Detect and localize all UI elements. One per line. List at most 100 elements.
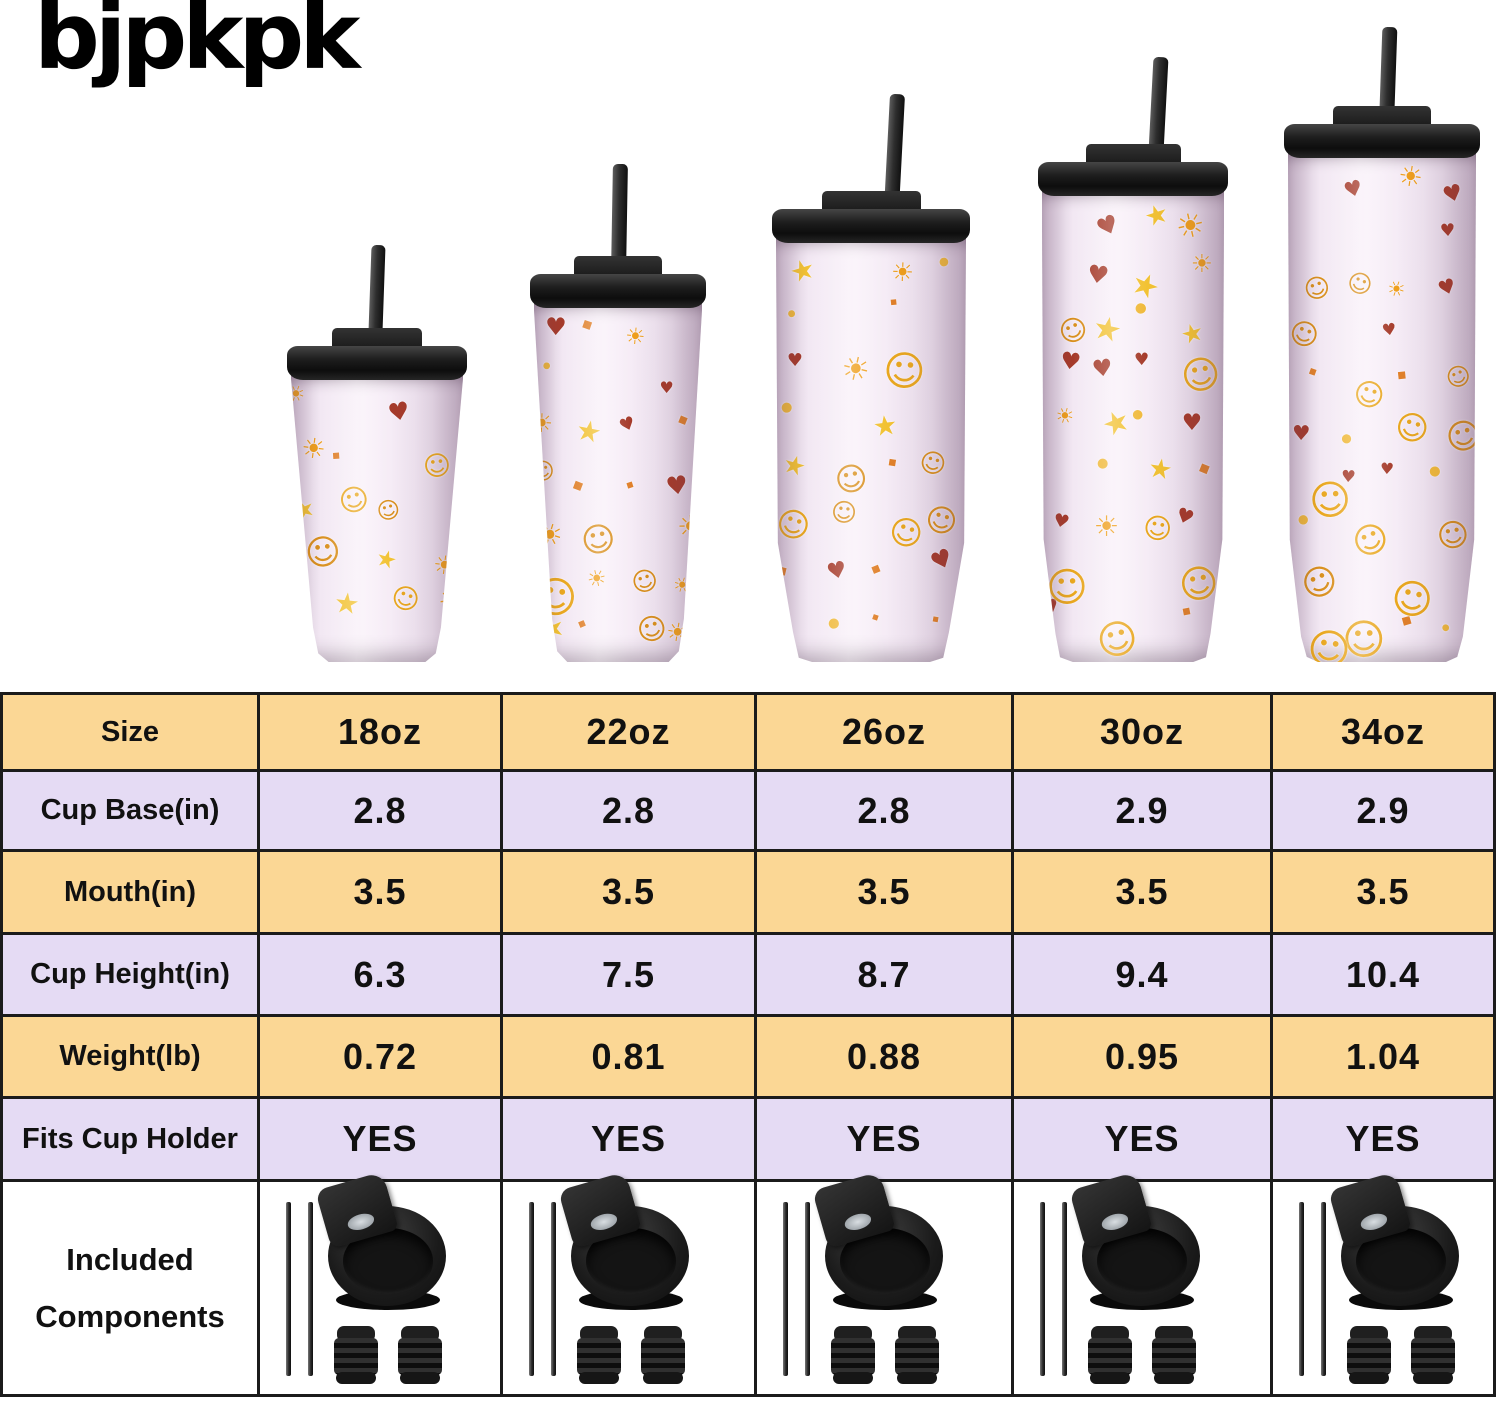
pattern-sticker-icon: ☀	[290, 379, 311, 409]
pattern-sticker-icon: ▪	[623, 477, 635, 492]
pattern-sticker-icon: ♥	[1058, 346, 1083, 376]
components-cell	[500, 1171, 757, 1397]
lid	[772, 209, 970, 243]
pattern-sticker-icon: ☺	[386, 579, 425, 619]
table-row-included-components: Included Components	[0, 1171, 1496, 1397]
pattern-sticker-icon: ☀	[583, 564, 610, 595]
pattern-sticker-icon: ★	[870, 409, 899, 444]
flip-lid-icon	[1328, 1171, 1465, 1322]
spec-cell: YES	[754, 1096, 1014, 1182]
spec-cell: YES	[257, 1096, 503, 1182]
pattern-sticker-icon: ☺	[881, 345, 927, 396]
tumbler-26oz: ▪ ▪ ● ♥ ▪ ♥ ▪ ☺ ☺ ☺ ☺ ☺ ▪ ☺ ★ ★ ● ☺ ☀ ♥ ▪ ● ● ☀ ★	[772, 90, 970, 662]
spec-cell: 1.04	[1270, 1014, 1496, 1099]
pattern-sticker-icon: ▪	[579, 313, 596, 334]
spec-cell: 3.5	[1011, 849, 1273, 935]
metal-straw-icon	[551, 1202, 556, 1376]
spec-cell: 2.9	[1011, 769, 1273, 852]
tumbler-22oz: ☀ ☺ ▪ ★ ☀ ☺ ☀ ☺ ☀ ☺ ☀ ♥ ▪ ▪ ☺ ▪ ♥ ★ ☀ ♥ ● ☀ ▪ ♥	[530, 160, 706, 662]
component-part	[579, 1372, 619, 1384]
pattern-sticker-icon: ☺	[1390, 405, 1434, 452]
stopper-icon	[1411, 1326, 1455, 1384]
spec-cell: 3.5	[1270, 849, 1496, 935]
pattern-sticker-icon: ♥	[1439, 178, 1466, 210]
size-cell: 26oz	[754, 692, 1014, 772]
pattern-sticker-icon: ☀	[624, 323, 647, 351]
pattern-sticker-icon: ♥	[1340, 175, 1365, 204]
pattern-sticker-icon: ●	[1096, 455, 1110, 471]
lid-tab	[574, 256, 662, 278]
pattern-sticker-icon: ☺	[1441, 358, 1476, 395]
pattern-sticker-icon: ☀	[533, 514, 567, 556]
components-cell	[1270, 1171, 1496, 1397]
pattern-sticker-icon: ☺	[1045, 564, 1089, 612]
pattern-sticker-icon: ♥	[1084, 258, 1111, 291]
pattern-sticker-icon: ★	[779, 446, 810, 483]
component-part	[643, 1372, 683, 1384]
pattern-sticker-icon: ☀	[533, 408, 554, 440]
component-part	[1088, 1338, 1132, 1375]
pattern-sticker-icon: ▪	[889, 294, 899, 309]
pattern-sticker-icon: ☺	[915, 446, 950, 483]
tumbler-body: ● ▪ ☺ ☺ ☺ ☺ ☺ ☺ ● ● ♥ ♥ ☺ ☺ ☺ ● ♥ ☺ ▪ ☺ ▪ ♥ ☺ ♥ ☀ ☺ ☺ ♥ ♥ ☀ ♥	[1287, 152, 1477, 662]
pattern-sticker-icon: ☺	[1299, 269, 1335, 307]
pattern-sticker-icon: ☺	[578, 517, 619, 562]
table-row-cup-base: Cup Base(in) 2.8 2.8 2.8 2.9 2.9	[0, 769, 1496, 852]
metal-straw-icon	[783, 1202, 788, 1376]
component-part	[1152, 1338, 1196, 1375]
pattern-sticker-icon: ☺	[1308, 475, 1353, 526]
pattern-sticker-icon: ☺	[1348, 373, 1389, 417]
component-part	[842, 1210, 873, 1233]
pattern-sticker-icon: ♥	[1172, 502, 1197, 531]
included-components-image	[260, 1171, 500, 1394]
component-part	[1411, 1338, 1455, 1375]
pattern-sticker-icon: ★	[1125, 263, 1166, 308]
tumbler-body: ☀ ☺ ▪ ★ ☀ ☺ ☀ ☺ ☀ ☺ ☀ ♥ ▪ ▪ ☺ ▪ ♥ ★ ☀ ♥ ● ☀ ▪ ♥	[533, 302, 703, 662]
row-label: Cup Height(in)	[0, 932, 260, 1017]
table-row-fits-cup-holder: Fits Cup Holder YES YES YES YES YES	[0, 1096, 1496, 1182]
spec-cell: YES	[1270, 1096, 1496, 1182]
spec-cell: 10.4	[1270, 932, 1496, 1017]
lid	[1038, 162, 1228, 196]
pattern-sticker-icon: ♥	[1092, 207, 1124, 244]
stopper-icon	[641, 1326, 685, 1384]
tumbler-body: ☀ ☺ ★ ● ☀ ★ ☺ ☺ ☺ ★ ☺ ▪ ☀ ♥ ☀	[290, 374, 464, 662]
pattern-sticker-icon: ▪	[675, 410, 691, 430]
pattern-sticker-icon: ☀	[890, 257, 915, 289]
spec-cell: 2.8	[754, 769, 1014, 852]
pattern-sticker-icon: ♥	[1181, 410, 1203, 437]
pattern-sticker-icon: ▪	[775, 560, 790, 581]
pattern-sticker-icon: ▪	[930, 613, 940, 626]
row-label: Fits Cup Holder	[0, 1096, 260, 1182]
pattern-sticker-icon: ☀	[1383, 274, 1410, 304]
product-lineup: ☀ ☺ ★ ● ☀ ★ ☺ ☺ ☺ ★ ☺ ▪ ☀ ♥ ☀ ☀ ☺ ▪ ★ ☀ ☺ ☀ ☺ ☀ ☺ ☀ ♥ ▪ ▪ ☺ ▪ ♥ ★ ☀ ♥ ● ☀ ▪ ♥…	[0, 0, 1500, 692]
tumbler-body: ▪ ☺ ♥ ☺ ☺ ♥ ☺ ☀ ♥ ▪ ★ ● ♥ ● ★ ☀ ☺ ♥ ♥ ♥ ★ ● ★ ☺ ☀ ★ ♥ ☀ ★ ♥	[1041, 190, 1225, 662]
pattern-sticker-icon: ●	[786, 308, 798, 321]
metal-straw-icon	[1040, 1202, 1045, 1376]
lid-tab	[1085, 144, 1181, 166]
pattern-sticker-icon: ♥	[1291, 420, 1311, 445]
pattern-sticker-icon: ☺	[1386, 572, 1438, 627]
component-part	[336, 1372, 376, 1384]
spec-cell: YES	[500, 1096, 757, 1182]
table-row-size: Size 18oz 22oz 26oz 30oz 34oz	[0, 692, 1496, 772]
flip-lid-icon	[558, 1171, 695, 1322]
pattern-sticker-icon: ★	[1177, 316, 1207, 351]
lid-tab	[821, 191, 921, 213]
flip-lid-icon	[812, 1171, 949, 1322]
table-row-cup-height: Cup Height(in) 6.3 7.5 8.7 9.4 10.4	[0, 932, 1496, 1017]
component-part	[334, 1338, 378, 1375]
pattern-sticker-icon: ☀	[435, 581, 464, 622]
straw-stoppers-icon	[334, 1326, 442, 1384]
pattern-sticker-icon: ☺	[1092, 612, 1144, 662]
pattern-sticker-icon: ♥	[1434, 272, 1460, 302]
pattern-sticker-icon: ●	[1296, 511, 1311, 528]
pattern-sticker-icon: ☺	[373, 494, 404, 527]
pattern-sticker-icon: ♥	[616, 413, 639, 438]
pattern-sticker-icon: ▪	[1195, 456, 1214, 479]
size-cell: 18oz	[257, 692, 503, 772]
pattern-sticker-icon: ▪	[1306, 363, 1319, 379]
lid-tab	[332, 328, 422, 350]
straw-stoppers-icon	[1088, 1326, 1196, 1384]
